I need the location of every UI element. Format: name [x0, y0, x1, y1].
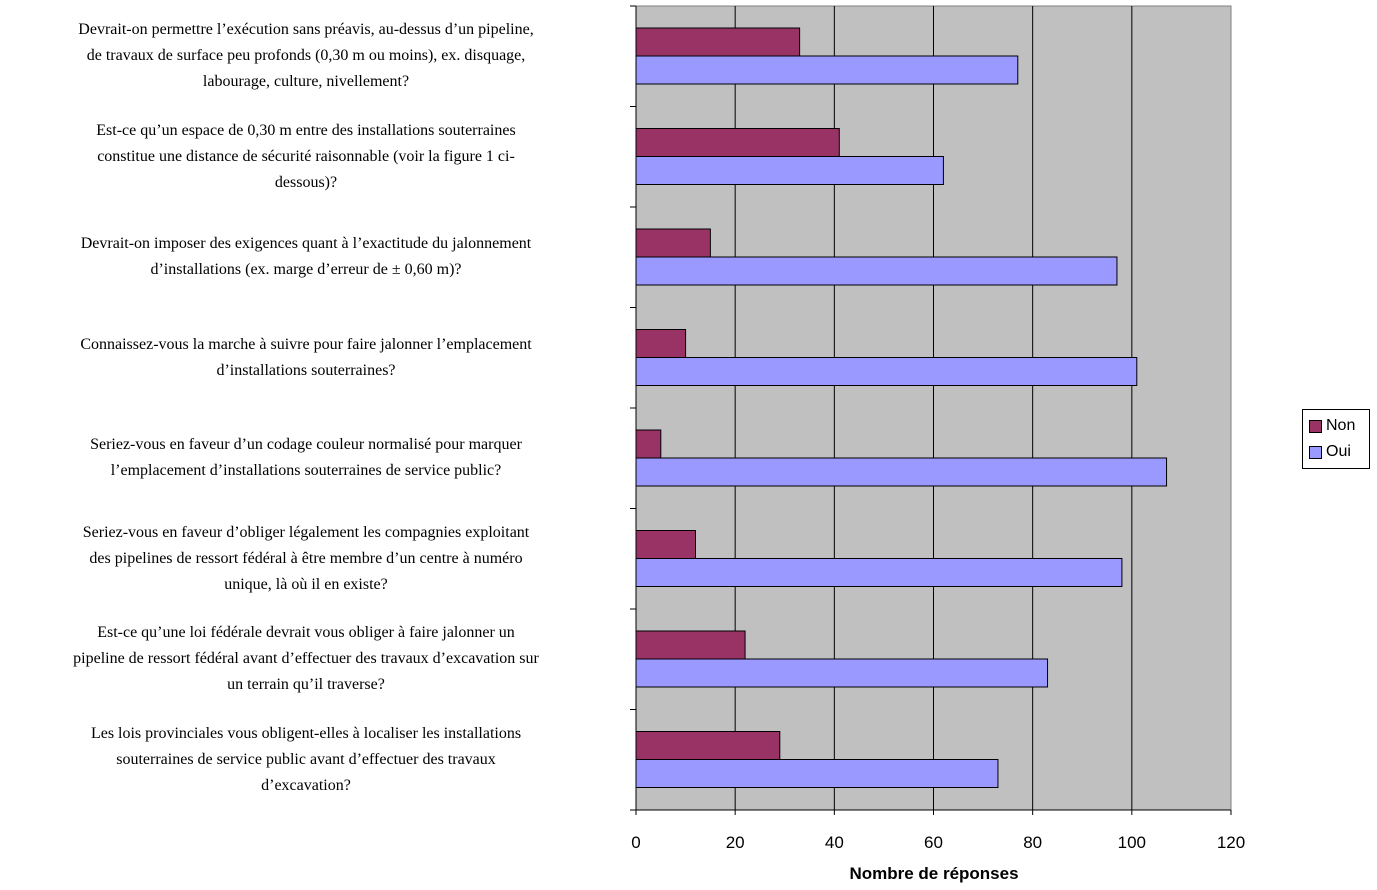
category-label-line: un terrain qu’il traverse?	[227, 676, 385, 693]
legend-swatch-non	[1309, 419, 1322, 433]
bar-oui	[635, 256, 1118, 286]
bar-oui	[635, 558, 1123, 587]
category-label-line: Est-ce qu’un espace de 0,30 m entre des …	[96, 121, 516, 139]
bar-non	[635, 530, 696, 559]
legend-item-non: Non	[1309, 416, 1355, 436]
bar-non	[635, 27, 801, 57]
category-label: Devrait-on permettre l’exécution sans pr…	[0, 17, 621, 95]
category-label: Seriez-vous en faveur d’un codage couleu…	[0, 432, 621, 484]
category-label-line: dessous)?	[274, 173, 338, 191]
bar-oui	[635, 156, 944, 185]
category-label-line: Les lois provinciales vous obligent-elle…	[90, 724, 522, 742]
category-label-line: Devrait-on imposer des exigences quant à…	[80, 235, 532, 252]
bar-non	[635, 228, 711, 258]
category-label-line: souterraines de service public avant d’e…	[116, 750, 496, 768]
category-label-line: pipeline de ressort fédéral avant d’effe…	[73, 650, 539, 667]
bar-oui	[635, 658, 1049, 688]
legend-label-oui: Oui	[1326, 443, 1351, 460]
category-label-line: de travaux de surface peu profonds (0,30…	[86, 47, 526, 64]
x-tick-label: 20	[726, 833, 745, 852]
bar-oui	[635, 759, 999, 788]
category-label-line: Seriez-vous en faveur d’un codage couleu…	[90, 436, 522, 453]
x-tick-label: 60	[924, 833, 943, 852]
category-label-line: Est-ce qu’une loi fédérale devrait vous …	[97, 624, 515, 641]
category-label-line: constitue une distance de sécurité raiso…	[97, 147, 515, 165]
bar-oui	[635, 457, 1168, 487]
x-tick-label: 80	[1023, 833, 1042, 852]
x-tick-label: 100	[1118, 833, 1146, 852]
category-label-line: l’emplacement d’installations souterrain…	[110, 462, 502, 479]
legend: Non Oui	[1302, 409, 1370, 469]
bar-non	[635, 731, 781, 760]
bar-oui	[635, 55, 1019, 85]
bar-non	[635, 329, 687, 358]
category-label-line: d’installations (ex. marge d’erreur de ±…	[150, 261, 462, 278]
legend-item-oui: Oui	[1309, 442, 1351, 462]
category-label-line: Devrait-on permettre l’exécution sans pr…	[78, 21, 534, 38]
category-label-line: unique, là où il en existe?	[224, 575, 388, 593]
category-label-line: Connaissez-vous la marche à suivre pour …	[80, 335, 532, 353]
x-tick-label: 0	[631, 833, 640, 852]
x-tick-label: 120	[1217, 833, 1245, 852]
x-tick-label: 40	[825, 833, 844, 852]
category-label-line: d’installations souterraines?	[216, 361, 396, 379]
legend-swatch-oui	[1309, 445, 1322, 459]
category-label-line: d’excavation?	[261, 776, 351, 794]
category-label: Est-ce qu’un espace de 0,30 m entre des …	[0, 118, 621, 196]
category-label: Devrait-on imposer des exigences quant à…	[0, 231, 621, 283]
bar-oui	[635, 357, 1138, 386]
category-label-line: Seriez-vous en faveur d’obliger légaleme…	[82, 523, 530, 541]
category-label: Connaissez-vous la marche à suivre pour …	[0, 332, 621, 384]
category-label-line: des pipelines de ressort fédéral à être …	[89, 549, 523, 567]
bar-non	[635, 630, 746, 660]
legend-label-non: Non	[1326, 417, 1356, 434]
x-axis-title: Nombre de réponses	[849, 864, 1019, 883]
category-label: Seriez-vous en faveur d’obliger légaleme…	[0, 520, 621, 598]
bar-non	[635, 429, 662, 459]
category-label: Les lois provinciales vous obligent-elle…	[0, 721, 621, 799]
category-label: Est-ce qu’une loi fédérale devrait vous …	[0, 620, 621, 698]
category-label-line: labourage, culture, nivellement?	[202, 73, 410, 90]
bar-non	[635, 128, 840, 157]
